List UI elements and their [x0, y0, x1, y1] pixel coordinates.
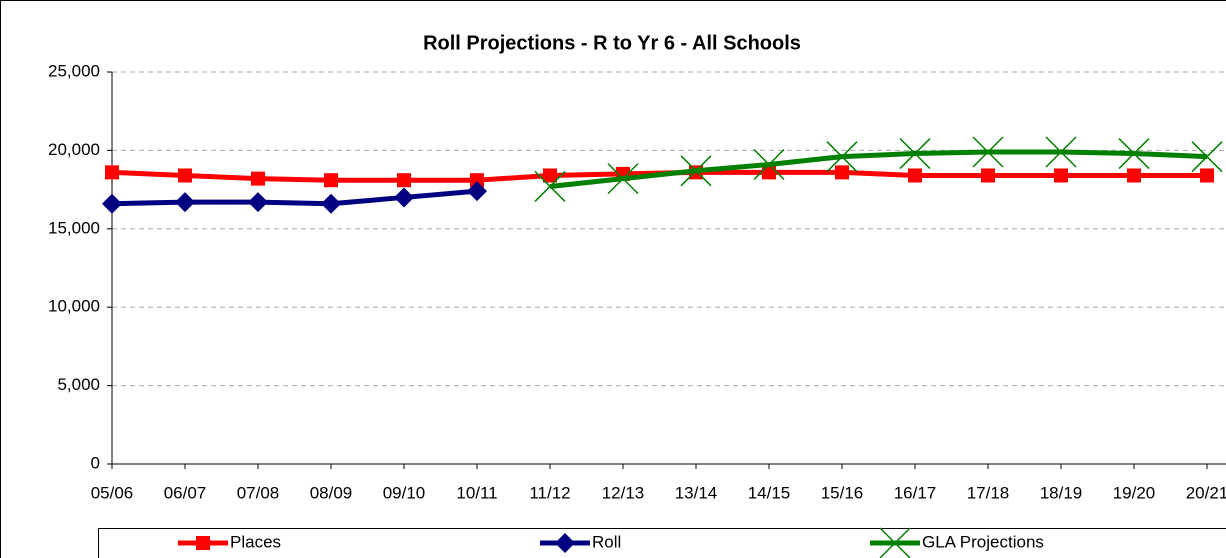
x-tick-label: 15/16 — [821, 483, 864, 502]
y-tick-label: 5,000 — [57, 375, 100, 394]
x-tick-label: 12/13 — [602, 483, 645, 502]
point — [753, 148, 785, 181]
point — [467, 181, 487, 202]
legend-label: Places — [230, 532, 281, 551]
legend-box — [98, 528, 1226, 558]
y-tick-label: 20,000 — [48, 140, 100, 159]
x-tick-label: 06/07 — [164, 483, 207, 502]
point — [908, 168, 922, 183]
point — [1127, 168, 1141, 183]
x-tick-label: 05/06 — [91, 483, 134, 502]
legend-marker — [196, 536, 210, 550]
point — [1045, 136, 1077, 168]
point — [105, 165, 119, 180]
legend-marker — [555, 533, 575, 553]
legend-label: GLA Projections — [922, 532, 1044, 551]
point — [835, 165, 849, 180]
point — [534, 170, 566, 202]
y-tick-label: 10,000 — [48, 297, 100, 316]
y-tick-label: 15,000 — [48, 218, 100, 237]
series-line — [111, 188, 478, 207]
x-tick-label: 13/14 — [675, 483, 718, 502]
point — [543, 168, 557, 183]
x-tick-label: 09/10 — [383, 483, 426, 502]
x-tick-label: 16/17 — [894, 483, 937, 502]
point — [175, 192, 195, 213]
point — [680, 155, 712, 187]
x-tick-label: 14/15 — [748, 483, 791, 502]
point — [1118, 138, 1150, 170]
x-tick-label: 11/12 — [529, 483, 570, 502]
point — [972, 136, 1004, 168]
point — [981, 168, 995, 183]
point — [1191, 141, 1223, 173]
point — [607, 163, 639, 195]
point — [1054, 168, 1068, 183]
point — [826, 141, 858, 173]
chart-title: Roll Projections - R to Yr 6 - All Schoo… — [423, 32, 801, 54]
point — [394, 187, 414, 208]
legend-label: Roll — [592, 532, 621, 551]
y-tick-label: 0 — [91, 453, 100, 472]
x-tick-label: 19/20 — [1113, 483, 1156, 502]
point — [1200, 168, 1214, 183]
x-tick-label: 07/08 — [237, 483, 280, 502]
x-tick-label: 20/21 — [1186, 483, 1226, 502]
x-tick-label: 18/19 — [1040, 483, 1083, 502]
y-tick-label: 25,000 — [48, 61, 100, 80]
point — [899, 138, 931, 170]
point — [762, 165, 776, 180]
point — [397, 173, 411, 188]
point — [251, 171, 265, 186]
x-tick-label: 08/09 — [310, 483, 353, 502]
point — [324, 173, 338, 188]
point — [470, 173, 484, 188]
x-tick-label: 10/11 — [456, 483, 497, 502]
point — [321, 193, 341, 214]
point — [248, 192, 268, 213]
point — [178, 168, 192, 183]
series-line — [549, 149, 1208, 189]
point — [102, 193, 122, 214]
x-tick-label: 17/18 — [967, 483, 1010, 502]
legend-marker — [879, 527, 911, 558]
